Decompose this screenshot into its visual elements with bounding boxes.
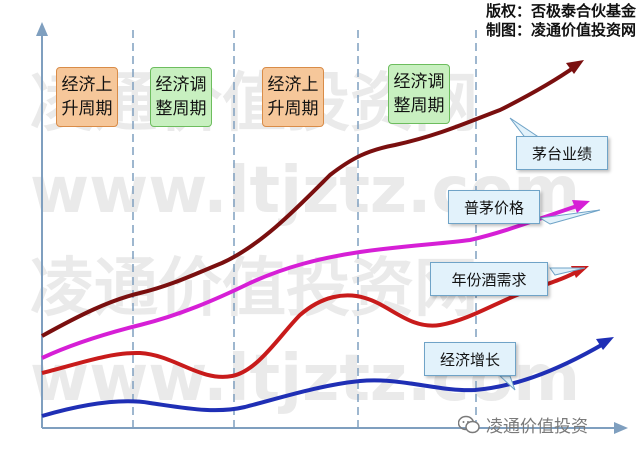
curve-moutai-performance [41,64,578,338]
credits-copyright: 版权：否极泰合伙基金 [485,2,636,20]
footer-brand: 凌通价值投资 [458,412,588,437]
phase-box-4-line1: 经济调 [393,72,445,92]
curve-premium-price [41,203,581,360]
footer-brand-name: 凌通价值投资 [486,417,588,437]
phase-box-1-line2: 升周期 [61,99,113,119]
callout-vintage-demand: 年份酒需求 [430,262,548,296]
phase-box-1: 经济上 升周期 [56,67,118,127]
curve-economic-growth-arrow [596,337,614,350]
callout-pointer-4 [498,375,516,391]
callout-economic-growth: 经济增长 [424,342,516,376]
phase-box-3-line2: 升周期 [267,99,319,119]
callout-pointer-2 [538,209,601,225]
phase-box-4-line2: 整周期 [393,96,445,116]
watermark-cn-2: 凌通价值投资网 [30,252,478,326]
y-axis-arrow [36,22,48,36]
callout-moutai-performance: 茅台业绩 [516,136,608,170]
phase-box-2-line2: 整周期 [155,99,207,119]
callout-premium-price: 普茅价格 [448,190,540,224]
x-axis-arrow [614,422,628,434]
phase-box-3-line1: 经济上 [267,75,319,95]
credits-block: 版权：否极泰合伙基金 制图：凌通价值投资网 [486,2,636,40]
phase-box-4: 经济调 整周期 [388,64,450,124]
curve-moutai-performance-arrow [566,60,584,74]
callout-pointer-3 [549,267,586,276]
curve-vintage-demand [41,269,580,379]
phase-box-2: 经济调 整周期 [150,67,212,127]
phase-box-2-line1: 经济调 [155,75,207,95]
wechat-icon [458,415,480,433]
phase-box-3: 经济上 升周期 [262,67,324,127]
credits-author: 制图：凌通价值投资网 [485,21,636,39]
curve-economic-growth [41,341,607,418]
phase-box-1-line1: 经济上 [61,75,113,95]
curve-premium-price-arrow [572,200,590,213]
